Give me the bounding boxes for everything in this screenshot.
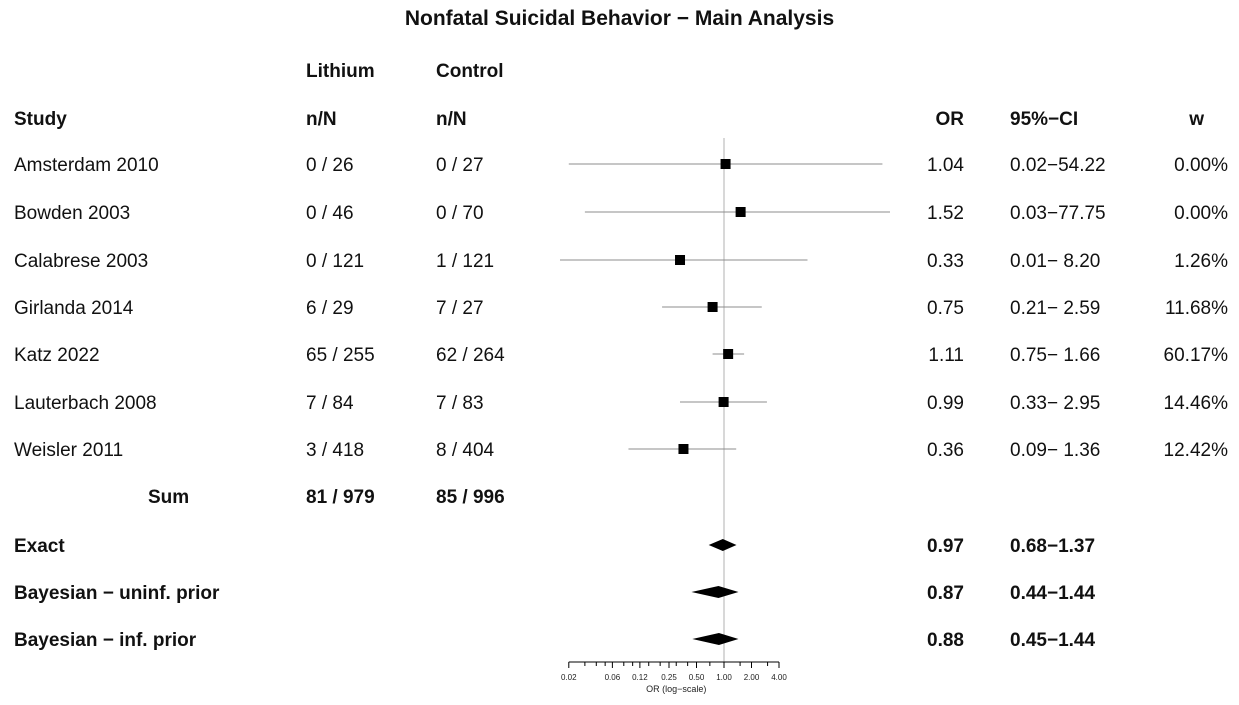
or-value: 0.75 — [927, 298, 964, 319]
or-value: 1.11 — [928, 345, 964, 366]
pooled-or: 0.97 — [927, 536, 964, 557]
header-or: OR — [935, 109, 965, 130]
header-control-nN: n/N — [436, 109, 467, 130]
x-tick-label: 0.25 — [661, 673, 677, 682]
control-nN: 0 / 27 — [436, 155, 484, 176]
weight-value: 0.00% — [1174, 155, 1228, 176]
lithium-nN: 65 / 255 — [306, 345, 375, 366]
study-name: Katz 2022 — [14, 345, 100, 366]
effect-square — [720, 159, 731, 169]
x-tick-label: 0.06 — [605, 673, 621, 682]
weight-value: 60.17% — [1163, 345, 1228, 366]
or-value: 0.33 — [927, 251, 964, 272]
x-tick-label: 1.00 — [716, 673, 732, 682]
lithium-nN: 3 / 418 — [306, 440, 365, 461]
study-name: Girlanda 2014 — [14, 298, 134, 319]
control-nN: 62 / 264 — [436, 345, 505, 366]
pooled-diamond — [691, 586, 739, 598]
effect-square — [707, 302, 718, 312]
study-name: Amsterdam 2010 — [14, 155, 159, 176]
control-nN: 8 / 404 — [436, 440, 495, 461]
x-axis-title: OR (log−scale) — [646, 684, 706, 694]
ci-value: 0.33− 2.95 — [1010, 393, 1101, 414]
study-name: Weisler 2011 — [14, 440, 124, 461]
pooled-ci: 0.45−1.44 — [1010, 630, 1096, 651]
pooled-or: 0.87 — [927, 583, 964, 604]
ci-value: 0.09− 1.36 — [1010, 440, 1101, 461]
or-value: 1.52 — [927, 203, 964, 224]
control-nN: 0 / 70 — [436, 203, 484, 224]
weight-value: 11.68% — [1164, 298, 1228, 319]
weight-value: 14.46% — [1163, 393, 1228, 414]
x-tick-label: 4.00 — [771, 673, 787, 682]
x-tick-label: 0.02 — [561, 673, 577, 682]
pooled-or: 0.88 — [927, 630, 964, 651]
weight-value: 1.26% — [1174, 251, 1228, 272]
weight-value: 0.00% — [1174, 203, 1228, 224]
ci-value: 0.03−77.75 — [1010, 203, 1106, 224]
pooled-ci: 0.68−1.37 — [1010, 536, 1096, 557]
ci-value: 0.02−54.22 — [1010, 155, 1106, 176]
header-control: Control — [436, 61, 504, 82]
control-nN: 1 / 121 — [436, 251, 495, 272]
x-tick-label: 0.50 — [689, 673, 705, 682]
x-tick-label: 0.12 — [632, 673, 648, 682]
header-lithium-nN: n/N — [306, 109, 337, 130]
or-value: 0.99 — [927, 393, 964, 414]
sum-control: 85 / 996 — [436, 487, 505, 508]
header-lithium: Lithium — [306, 61, 375, 82]
control-nN: 7 / 83 — [436, 393, 484, 414]
ci-value: 0.01− 8.20 — [1010, 251, 1101, 272]
pooled-diamond — [708, 539, 737, 551]
control-nN: 7 / 27 — [436, 298, 484, 319]
header-ci: 95%−CI — [1010, 109, 1079, 130]
header-weight: w — [1189, 109, 1204, 130]
effect-square — [735, 207, 746, 217]
lithium-nN: 0 / 46 — [306, 203, 354, 224]
weight-value: 12.42% — [1163, 440, 1228, 461]
pooled-name: Bayesian − inf. prior — [14, 630, 197, 651]
pooled-name: Bayesian − uninf. prior — [14, 583, 220, 604]
pooled-ci: 0.44−1.44 — [1010, 583, 1096, 604]
or-value: 0.36 — [927, 440, 964, 461]
study-name: Bowden 2003 — [14, 203, 131, 224]
or-value: 1.04 — [927, 155, 964, 176]
ci-value: 0.75− 1.66 — [1010, 345, 1101, 366]
study-name: Lauterbach 2008 — [14, 393, 157, 414]
effect-square — [678, 444, 689, 454]
lithium-nN: 0 / 26 — [306, 155, 354, 176]
pooled-diamond — [692, 633, 739, 645]
study-name: Calabrese 2003 — [14, 251, 149, 272]
sum-label: Sum — [148, 487, 190, 508]
x-tick-label: 2.00 — [744, 673, 760, 682]
header-study: Study — [14, 109, 67, 130]
effect-square — [675, 255, 686, 265]
effect-square — [723, 349, 734, 359]
lithium-nN: 0 / 121 — [306, 251, 365, 272]
ci-value: 0.21− 2.59 — [1010, 298, 1101, 319]
lithium-nN: 6 / 29 — [306, 298, 354, 319]
sum-lithium: 81 / 979 — [306, 487, 375, 508]
lithium-nN: 7 / 84 — [306, 393, 354, 414]
effect-square — [718, 397, 729, 407]
chart-title: Nonfatal Suicidal Behavior − Main Analys… — [404, 7, 835, 30]
pooled-name: Exact — [14, 536, 65, 557]
